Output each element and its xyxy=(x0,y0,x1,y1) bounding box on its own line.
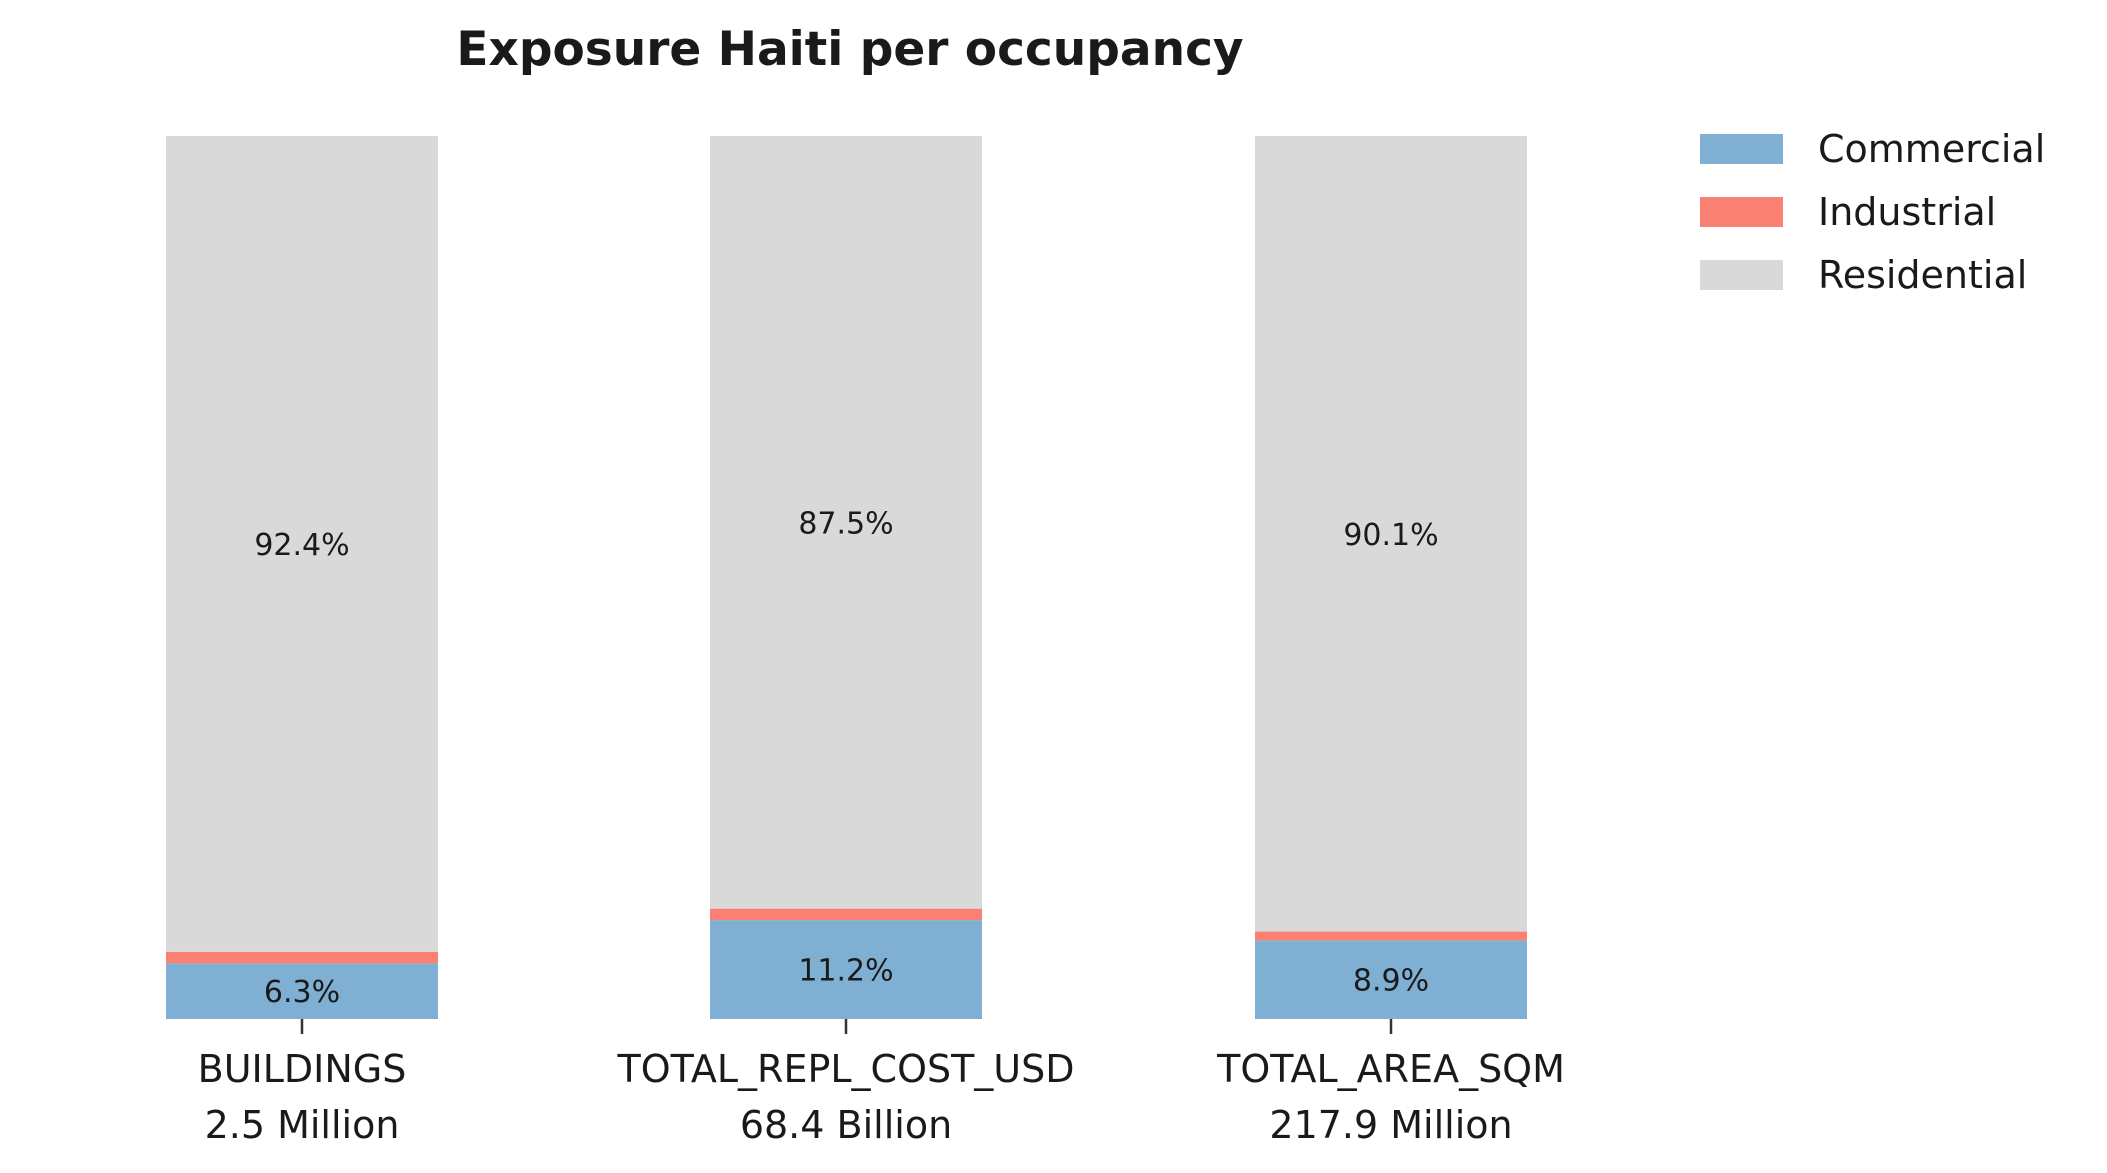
bar-industrial-total-repl-cost-usd xyxy=(710,908,982,921)
bar-residential-total-area-sqm xyxy=(1255,136,1527,932)
legend: Commercial Industrial Residential xyxy=(1700,127,2045,297)
data-labels-group: 6.3% 92.4% 11.2% 87.5% 8.9% 90.1% xyxy=(254,506,1438,1010)
data-label-commercial-total-repl-cost-usd: 11.2% xyxy=(798,954,893,989)
legend-swatch-residential xyxy=(1700,260,1783,290)
x-tick-label-total-area-sqm: TOTAL_AREA_SQM 217.9 Million xyxy=(1216,1047,1565,1147)
legend-label-residential: Residential xyxy=(1818,253,2027,297)
data-label-residential-buildings: 92.4% xyxy=(254,528,349,563)
bar-residential-total-repl-cost-usd xyxy=(710,136,982,909)
bars-group xyxy=(166,136,1527,1019)
data-label-commercial-total-area-sqm: 8.9% xyxy=(1353,964,1429,999)
bar-commercial-total-repl-cost-usd xyxy=(710,920,982,1019)
legend-label-industrial: Industrial xyxy=(1818,190,1996,234)
legend-label-commercial: Commercial xyxy=(1818,127,2045,171)
legend-swatch-commercial xyxy=(1700,134,1783,164)
data-label-commercial-buildings: 6.3% xyxy=(264,975,340,1010)
bar-residential-buildings xyxy=(166,136,438,952)
data-label-residential-total-repl-cost-usd: 87.5% xyxy=(798,506,893,541)
bar-commercial-buildings xyxy=(166,963,438,1019)
bar-industrial-total-area-sqm xyxy=(1255,931,1527,941)
data-label-residential-total-area-sqm: 90.1% xyxy=(1343,518,1438,553)
x-axis: BUILDINGS 2.5 Million TOTAL_REPL_COST_USD 6… xyxy=(198,1019,1565,1147)
x-tick-label-buildings: BUILDINGS 2.5 Million xyxy=(198,1047,407,1147)
chart-title: Exposure Haiti per occupancy xyxy=(456,22,1243,77)
x-tick-label-total-repl-cost-usd: TOTAL_REPL_COST_USD 68.4 Billion xyxy=(616,1047,1074,1147)
bar-industrial-buildings xyxy=(166,951,438,964)
legend-swatch-industrial xyxy=(1700,197,1783,227)
bar-commercial-total-area-sqm xyxy=(1255,940,1527,1019)
